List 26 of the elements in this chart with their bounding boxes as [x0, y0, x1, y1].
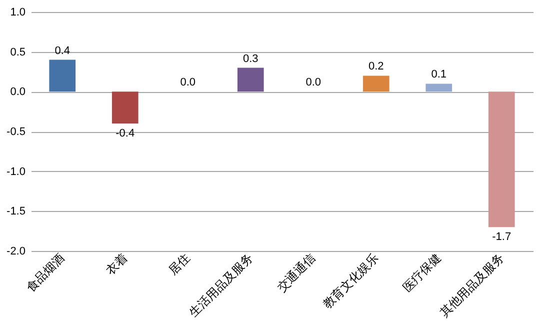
data-label: 0.0	[180, 76, 196, 89]
x-tick-label: 交通通信	[274, 250, 318, 294]
y-tick-label: 1.0	[10, 6, 26, 18]
y-tick-label: 0.0	[10, 86, 26, 98]
bar	[362, 76, 390, 92]
y-tick-label: -1.0	[6, 166, 26, 178]
data-label: 0.2	[368, 60, 384, 73]
data-label: 0.1	[431, 68, 447, 81]
bar	[49, 60, 76, 92]
x-tick-label: 居住	[166, 250, 193, 278]
y-tick-label: -2.0	[6, 246, 26, 258]
data-label: 0.0	[306, 76, 322, 89]
bar	[426, 84, 452, 92]
y-tick-label: -1.5	[6, 206, 26, 218]
bar	[112, 92, 138, 124]
x-tick-label: 医疗保健	[400, 250, 444, 294]
x-tick-label: 衣着	[103, 250, 130, 278]
data-label: -1.7	[492, 231, 512, 244]
data-label: -0.4	[116, 128, 135, 140]
bar	[237, 68, 264, 92]
y-tick-label: -0.5	[6, 126, 26, 138]
y-tick-label: 0.5	[10, 46, 26, 58]
data-label: 0.4	[54, 44, 70, 57]
x-tick-label: 教育文化娱乐	[320, 250, 382, 312]
bar	[488, 92, 515, 228]
data-label: 0.3	[242, 52, 258, 65]
